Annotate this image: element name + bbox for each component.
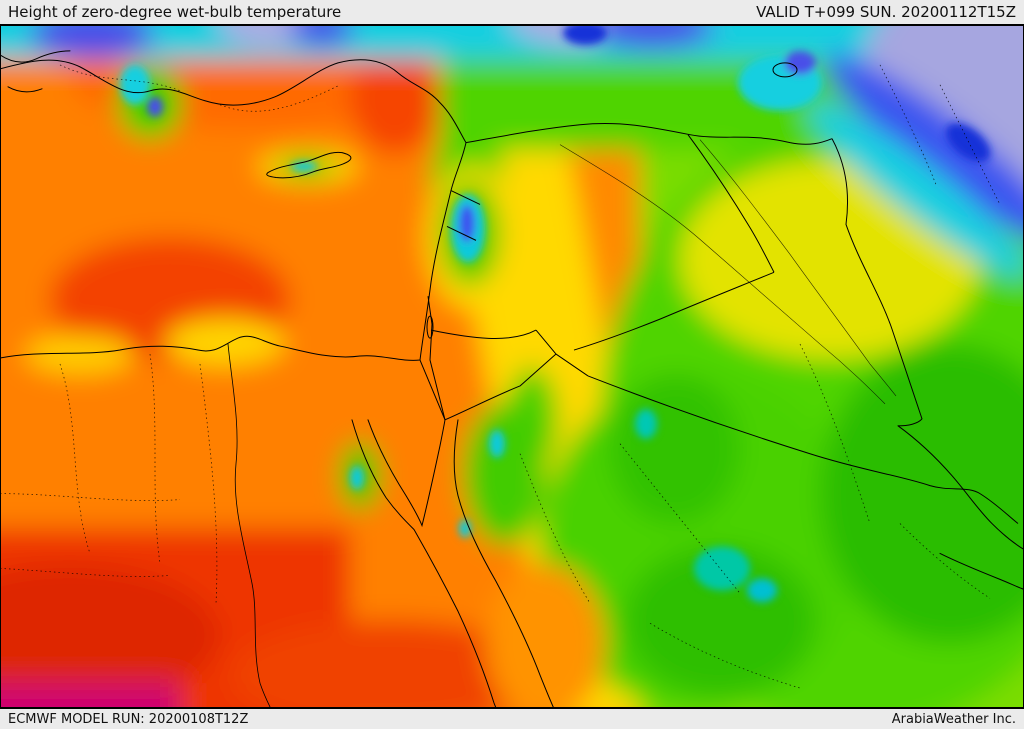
- country-borders: [419, 122, 1019, 524]
- map-title: Height of zero-degree wet-bulb temperatu…: [8, 3, 342, 21]
- contour-spot: [350, 465, 364, 490]
- contour-spot: [635, 408, 657, 439]
- valid-time-label: VALID T+099 SUN. 20200112T15Z: [756, 3, 1016, 21]
- admin-line: [799, 343, 871, 524]
- contour-spot: [784, 50, 816, 75]
- contour-blob: [610, 373, 740, 524]
- contour-blob-magenta: [0, 683, 180, 708]
- admin-line: [939, 84, 1001, 205]
- tigris-river: [699, 139, 897, 397]
- contour-blob: [485, 563, 605, 708]
- nile-river: [227, 343, 271, 708]
- euphrates-river: [559, 144, 886, 405]
- contour-spot: [747, 578, 777, 603]
- syria-jordan-border: [430, 329, 537, 339]
- contour-field-large: [0, 25, 1024, 708]
- aegean-coast-detail: [0, 50, 71, 93]
- contour-spot: [694, 546, 750, 591]
- admin-line: [519, 453, 591, 604]
- admin-line: [619, 443, 741, 594]
- contour-blob: [30, 25, 154, 59]
- iraq-iran-border: [831, 138, 923, 427]
- contour-blob: [165, 318, 285, 367]
- admin-boundaries: [0, 64, 1001, 689]
- gulf-of-suez-red-sea-west-coast: [351, 419, 497, 708]
- egypt-israel-border: [419, 359, 446, 421]
- contour-blob: [230, 620, 550, 708]
- turkey-syria-border: [465, 122, 833, 145]
- lebanon-borders: [446, 190, 481, 241]
- contour-field-detail: [120, 25, 991, 603]
- admin-line: [879, 64, 937, 185]
- contour-map-canvas: [0, 25, 1024, 708]
- contour-blob: [825, 54, 1024, 245]
- admin-line: [59, 64, 341, 112]
- contour-blob: [290, 25, 354, 47]
- contour-blob: [590, 25, 714, 49]
- contour-spot: [291, 161, 317, 172]
- contour-blob: [0, 563, 220, 707]
- persian-gulf-coast: [897, 425, 1024, 590]
- cyprus-island: [266, 151, 352, 179]
- jordan-saudi-border: [444, 329, 589, 421]
- contour-spot: [563, 25, 607, 45]
- footer-bar: ECMWF MODEL RUN: 20200108T12Z ArabiaWeat…: [0, 709, 1024, 729]
- contour-blob-top-cyan-band: [0, 25, 1024, 60]
- turkey-levant-egypt-coastline: [0, 59, 467, 361]
- sinai-peninsula-coast: [367, 419, 446, 528]
- admin-line: [59, 363, 91, 554]
- contour-spot: [120, 64, 150, 105]
- credit-label: ArabiaWeather Inc.: [891, 711, 1016, 727]
- map-area: [0, 24, 1024, 709]
- coastlines: [0, 50, 1024, 708]
- dead-sea: [426, 315, 434, 339]
- contour-spot: [459, 204, 475, 243]
- syria-iraq-border: [687, 134, 775, 273]
- contour-spot: [147, 96, 163, 117]
- contour-spot: [489, 429, 505, 458]
- rivers: [559, 139, 897, 405]
- lake-van: [772, 62, 798, 78]
- contour-blob: [25, 334, 135, 374]
- iraq-saudi-border: [587, 375, 1019, 524]
- model-run-label: ECMWF MODEL RUN: 20200108T12Z: [8, 711, 249, 727]
- contour-blob: [350, 44, 440, 155]
- admin-line: [0, 493, 181, 501]
- contour-blob: [806, 101, 1024, 278]
- israel-jordan-border: [427, 296, 446, 420]
- contour-spot: [945, 123, 991, 163]
- admin-line: [149, 353, 161, 564]
- header-bar: Height of zero-degree wet-bulb temperatu…: [0, 0, 1024, 24]
- jordan-iraq-border: [573, 271, 775, 351]
- contour-blob: [463, 401, 547, 546]
- red-sea-east-coast: [453, 419, 555, 708]
